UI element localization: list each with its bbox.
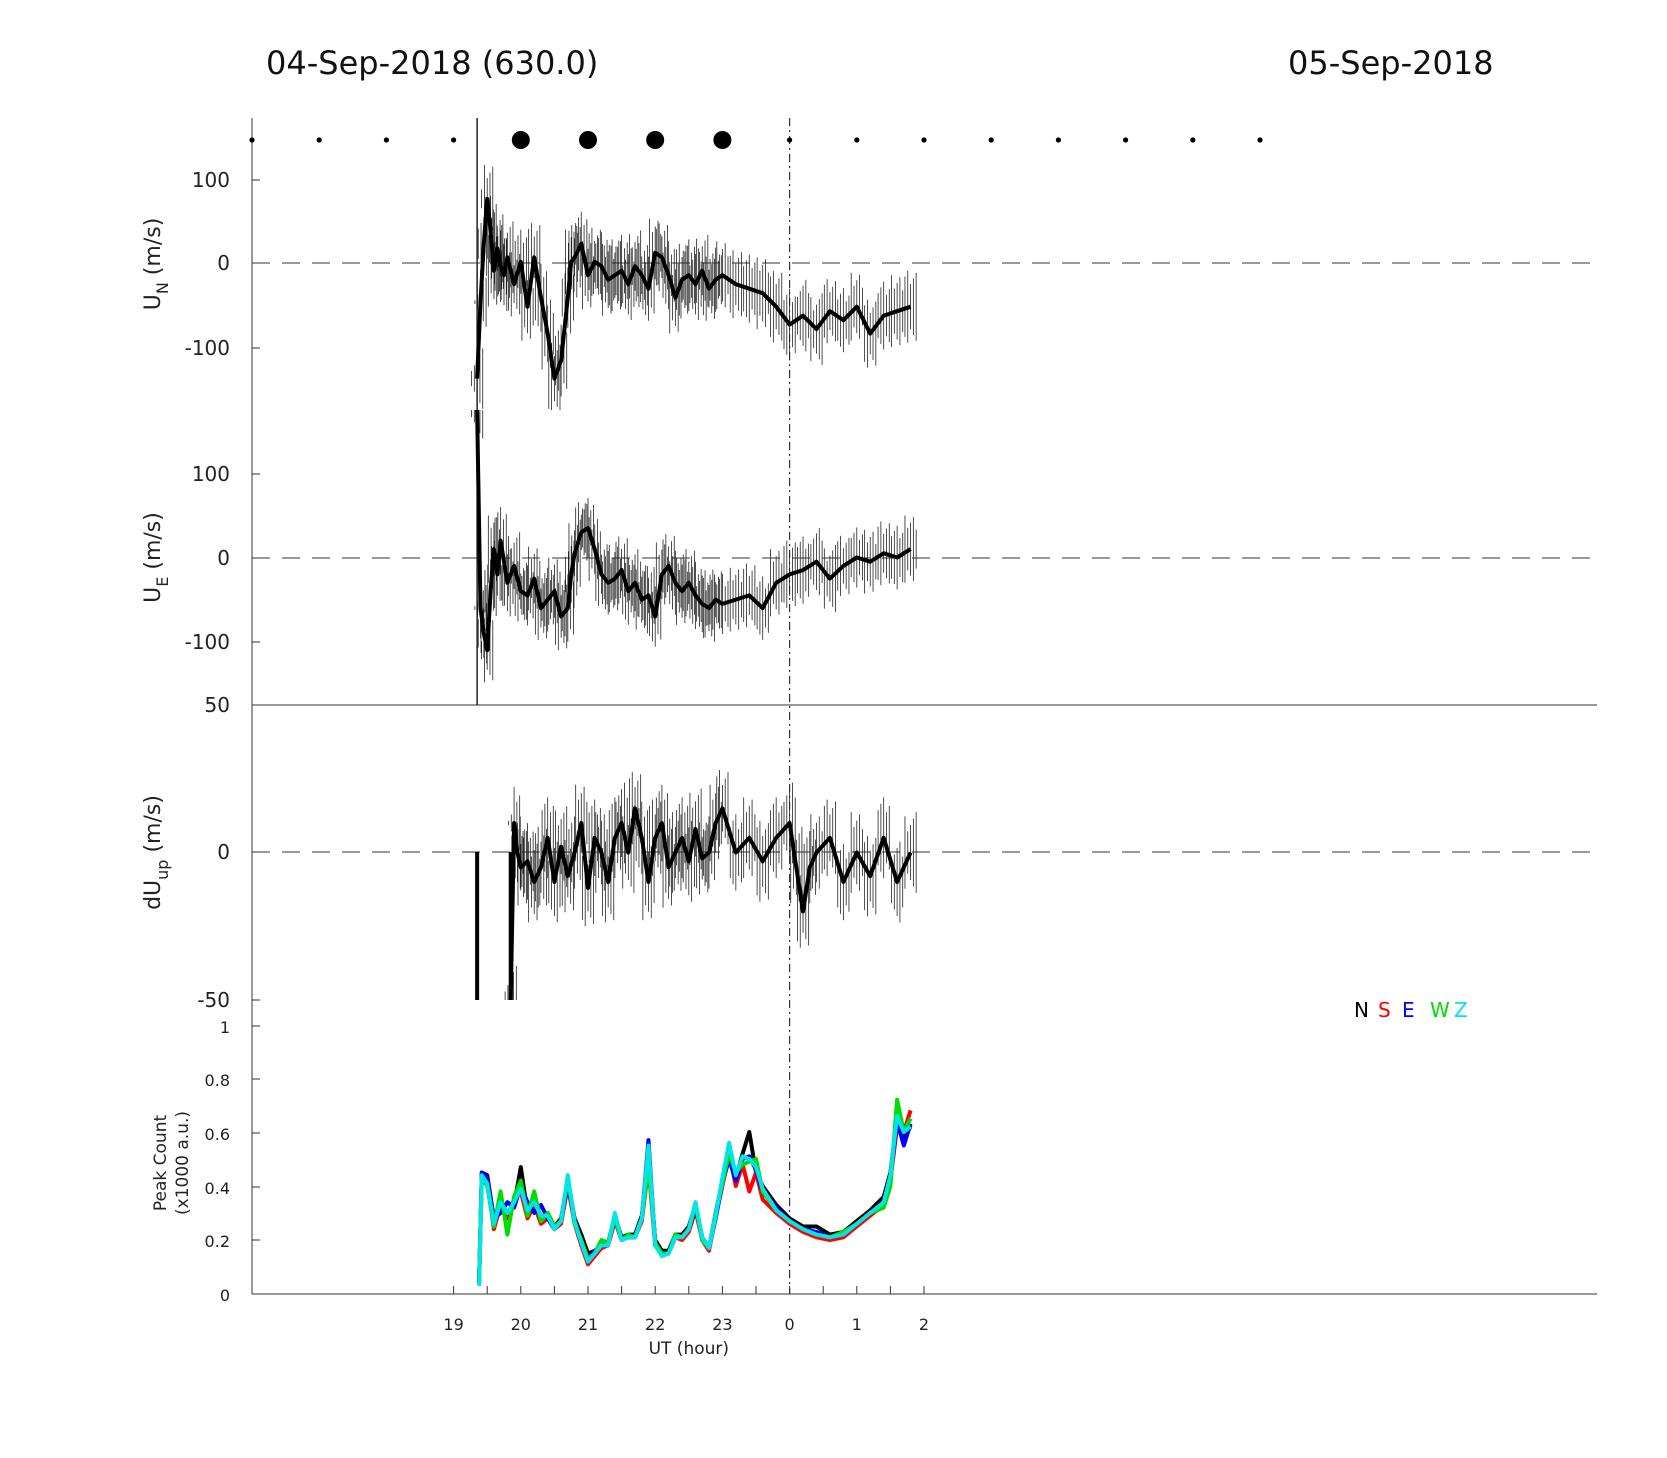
series-line: [475, 196, 912, 381]
legend-E: E: [1402, 998, 1415, 1022]
x-tick-label: 22: [645, 1315, 665, 1334]
y-axis-label: UE (m/s): [141, 512, 172, 603]
y-axis-label: UN (m/s): [141, 218, 172, 311]
y-tick-label: -100: [185, 630, 230, 654]
observation-marker-small: [787, 137, 793, 143]
series-line-N: [477, 1116, 913, 1281]
x-tick-label: 2: [919, 1315, 929, 1334]
observation-marker-small: [1055, 137, 1061, 143]
observation-marker-small: [316, 137, 322, 143]
legend-Z: Z: [1454, 998, 1468, 1022]
y-tick-label: 0: [217, 840, 230, 864]
x-tick-label: 0: [785, 1315, 795, 1334]
y-tick-label: 0.6: [205, 1125, 230, 1144]
right-date-title: 05-Sep-2018: [1288, 44, 1494, 82]
y-tick-label: 100: [192, 168, 230, 192]
series-line-S: [477, 1109, 913, 1284]
series-line-Z: [477, 1113, 912, 1286]
y-axis-label: dUup (m/s): [141, 795, 172, 910]
y-tick-label: 0: [217, 251, 230, 275]
x-tick-label: 23: [712, 1315, 732, 1334]
legend-W: W: [1430, 998, 1450, 1022]
x-tick-label: 1: [852, 1315, 862, 1334]
series-line: [475, 409, 912, 653]
observation-marker-small: [249, 137, 255, 143]
y-axis-label-text: dUup (m/s): [141, 795, 172, 910]
y-tick-label: 0: [220, 1286, 230, 1305]
x-tick-label: 20: [511, 1315, 531, 1334]
y-axis-label-text: UE (m/s): [141, 512, 172, 603]
y-tick-label: 0.2: [205, 1232, 230, 1251]
observation-marker-small: [1123, 137, 1129, 143]
y-axis-label-line2: (x1000 a.u.): [173, 1111, 193, 1215]
y-axis-label-text: UN (m/s): [141, 218, 172, 311]
y-tick-label: 0.8: [205, 1071, 230, 1090]
x-axis-label: UT (hour): [649, 1339, 729, 1359]
y-tick-label: -100: [185, 336, 230, 360]
y-axis-label-line1: Peak Count: [151, 1115, 171, 1212]
series-line: [508, 806, 913, 1001]
observation-marker-large: [579, 131, 597, 149]
y-tick-label: 0.4: [205, 1179, 230, 1198]
x-tick-label: 21: [578, 1315, 598, 1334]
observation-marker-large: [511, 131, 530, 149]
observation-marker-small: [988, 137, 994, 143]
observation-marker-small: [854, 137, 860, 143]
observation-marker-small: [921, 137, 927, 143]
y-tick-label: 100: [192, 462, 230, 486]
y-tick-label: 1: [220, 1018, 230, 1037]
observation-marker-small: [1190, 137, 1196, 143]
observation-marker-small: [1257, 137, 1263, 143]
y-tick-label: 0: [217, 546, 230, 570]
y-tick-label: 50: [205, 693, 230, 717]
left-date-title: 04-Sep-2018 (630.0): [266, 44, 599, 82]
y-axis-label: Peak Count (x1000 a.u.): [151, 1111, 193, 1215]
y-tick-label: -50: [197, 988, 230, 1012]
observation-marker-large: [646, 131, 665, 149]
series-line-W: [477, 1097, 913, 1281]
observation-marker-small: [451, 137, 457, 143]
legend-S: S: [1378, 998, 1391, 1022]
observation-marker-large: [713, 131, 732, 149]
x-tick-label: 19: [443, 1315, 463, 1334]
observation-marker-small: [383, 137, 389, 143]
legend-N: N: [1354, 998, 1369, 1022]
